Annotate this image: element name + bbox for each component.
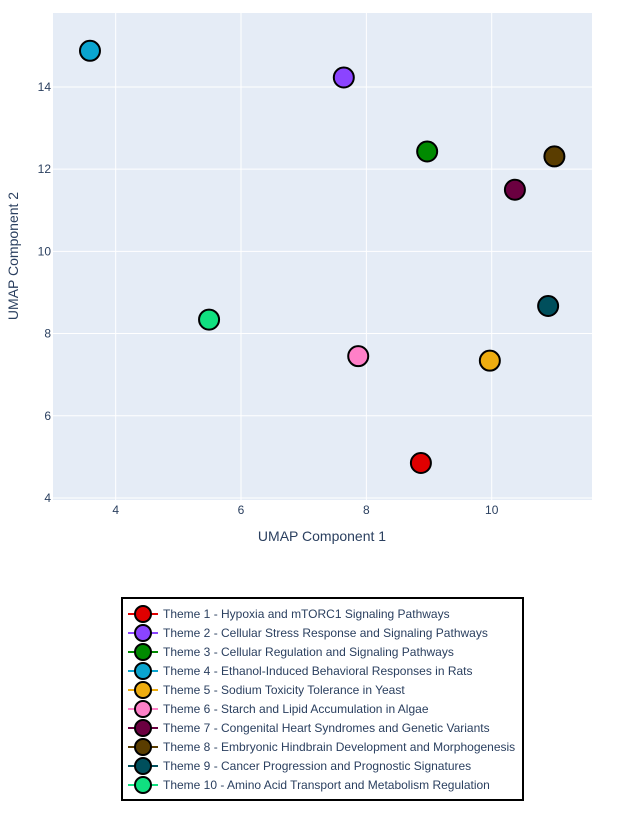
y-tick-label: 4 [44, 491, 51, 505]
y-tick-label: 6 [44, 409, 51, 423]
legend-label: Theme 1 - Hypoxia and mTORC1 Signaling P… [163, 607, 450, 621]
legend-item-theme-9[interactable]: Theme 9 - Cancer Progression and Prognos… [128, 757, 471, 775]
legend-label: Theme 8 - Embryonic Hindbrain Developmen… [163, 740, 515, 754]
legend-item-theme-8[interactable]: Theme 8 - Embryonic Hindbrain Developmen… [128, 738, 515, 756]
data-point-theme-5[interactable] [478, 349, 501, 372]
legend-item-theme-1[interactable]: Theme 1 - Hypoxia and mTORC1 Signaling P… [128, 605, 450, 623]
data-point-theme-3[interactable] [416, 140, 439, 163]
legend[interactable]: Theme 1 - Hypoxia and mTORC1 Signaling P… [121, 597, 524, 801]
legend-marker [134, 757, 152, 775]
legend-label: Theme 2 - Cellular Stress Response and S… [163, 626, 488, 640]
legend-marker [134, 643, 152, 661]
legend-item-theme-3[interactable]: Theme 3 - Cellular Regulation and Signal… [128, 643, 454, 661]
legend-marker [134, 681, 152, 699]
legend-label: Theme 6 - Starch and Lipid Accumulation … [163, 702, 429, 716]
y-axis-title: UMAP Component 2 [5, 192, 21, 320]
legend-label: Theme 10 - Amino Acid Transport and Meta… [163, 778, 490, 792]
x-tick-label: 4 [112, 503, 119, 517]
x-tick-label: 8 [363, 503, 370, 517]
data-point-theme-8[interactable] [543, 145, 566, 168]
y-tick-label: 10 [38, 244, 52, 258]
data-point-theme-10[interactable] [198, 308, 221, 331]
data-point-theme-6[interactable] [347, 345, 370, 368]
legend-label: Theme 9 - Cancer Progression and Prognos… [163, 759, 471, 773]
legend-marker [134, 719, 152, 737]
legend-item-theme-7[interactable]: Theme 7 - Congenital Heart Syndromes and… [128, 719, 490, 737]
legend-marker [134, 605, 152, 623]
y-tick-label: 12 [38, 162, 52, 176]
legend-item-theme-10[interactable]: Theme 10 - Amino Acid Transport and Meta… [128, 776, 490, 794]
legend-item-theme-2[interactable]: Theme 2 - Cellular Stress Response and S… [128, 624, 488, 642]
legend-marker [134, 662, 152, 680]
x-gridlines [115, 13, 493, 500]
data-point-theme-7[interactable] [503, 178, 526, 201]
legend-items[interactable]: Theme 1 - Hypoxia and mTORC1 Signaling P… [128, 605, 515, 794]
data-point-theme-9[interactable] [537, 295, 560, 318]
x-tick-label: 6 [238, 503, 245, 517]
data-point-theme-4[interactable] [78, 39, 101, 62]
x-tick-label: 10 [485, 503, 499, 517]
legend-label: Theme 7 - Congenital Heart Syndromes and… [163, 721, 490, 735]
y-tick-label: 14 [38, 80, 52, 94]
plot-background [53, 13, 592, 500]
x-tick-labels: 4 6 8 10 [112, 503, 498, 517]
legend-box [121, 597, 524, 801]
y-tick-labels: 4 6 8 10 12 14 [38, 80, 52, 505]
legend-marker [134, 700, 152, 718]
y-gridlines [53, 86, 592, 499]
legend-label: Theme 4 - Ethanol-Induced Behavioral Res… [163, 664, 473, 678]
y-tick-label: 8 [44, 327, 51, 341]
legend-marker [134, 776, 152, 794]
legend-label: Theme 5 - Sodium Toxicity Tolerance in Y… [163, 683, 405, 697]
data-point-theme-1[interactable] [409, 452, 432, 475]
legend-marker [134, 738, 152, 756]
x-axis-title: UMAP Component 1 [258, 528, 386, 544]
legend-item-theme-6[interactable]: Theme 6 - Starch and Lipid Accumulation … [128, 700, 429, 718]
legend-item-theme-4[interactable]: Theme 4 - Ethanol-Induced Behavioral Res… [128, 662, 473, 680]
data-points [78, 39, 566, 475]
data-point-theme-2[interactable] [332, 66, 355, 89]
legend-marker [134, 624, 152, 642]
legend-item-theme-5[interactable]: Theme 5 - Sodium Toxicity Tolerance in Y… [128, 681, 405, 699]
legend-label: Theme 3 - Cellular Regulation and Signal… [163, 645, 454, 659]
